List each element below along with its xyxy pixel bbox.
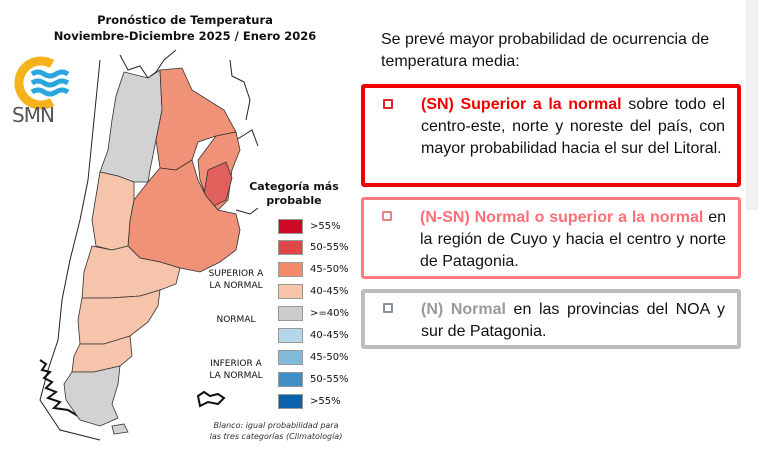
legend-group-inferior: INFERIOR A LA NORMAL	[196, 358, 276, 382]
region-patagonia-center	[77, 289, 161, 345]
legend-swatch	[278, 218, 303, 234]
category-description: en las provincias del NOA y sur de Patag…	[421, 301, 726, 340]
summary-box-text: (N-SN) Normal o superior a la normal en …	[420, 207, 726, 273]
summary-box-text: (SN) Superior a la normal sobre todo el …	[421, 94, 725, 160]
legend-swatch	[278, 371, 303, 387]
legend-swatch	[278, 283, 303, 299]
summary-box-text: (N) Normal en las provincias del NOA y s…	[421, 299, 725, 343]
legend-swatch	[278, 305, 303, 321]
legend-label: 40-45%	[310, 329, 349, 341]
forecast-map-panel: Pronóstico de Temperatura Noviembre-Dici…	[0, 0, 362, 460]
legend-title-line1: Categoría más	[249, 180, 339, 193]
legend-label: 50-55%	[310, 241, 349, 253]
legend-swatch	[278, 349, 303, 365]
argentina-forecast-map	[39, 49, 259, 441]
legend-swatch	[278, 327, 303, 343]
summary-box-normal-or-superior: (N-SN) Normal o superior a la normal en …	[361, 197, 741, 279]
malvinas-outline	[196, 390, 226, 408]
legend-swatch	[278, 261, 303, 277]
legend-item: >=40%	[278, 304, 349, 322]
side-scroll-strip	[746, 0, 758, 210]
smn-logo-icon	[14, 56, 70, 110]
legend-group-inferior-line1: INFERIOR A	[210, 359, 262, 369]
category-description: en la región de Cuyo y hacia el centro y…	[420, 209, 727, 270]
legend-item: 45-50%	[278, 260, 349, 278]
checkbox-bullet-icon	[383, 99, 393, 109]
legend-swatch	[278, 239, 303, 255]
legend-item: 50-55%	[278, 370, 349, 388]
legend-item: 45-50%	[278, 348, 349, 366]
legend-group-normal: NORMAL	[196, 314, 276, 326]
category-highlight: (N) Normal	[421, 301, 506, 318]
region-cuyo	[91, 171, 135, 251]
legend-group-inferior-line2: LA NORMAL	[209, 371, 263, 381]
checkbox-bullet-icon	[382, 211, 392, 221]
checkbox-bullet-icon	[383, 303, 393, 313]
map-title-line1: Pronóstico de Temperatura	[97, 13, 273, 27]
legend-item: 40-45%	[278, 326, 349, 344]
legend-note-line2: las tres categorías (Climatología)	[209, 432, 343, 441]
category-description: sobre todo el centro-este, norte y nores…	[421, 96, 726, 157]
legend-title: Categoría más probable	[244, 180, 344, 208]
region-noa-normal	[99, 69, 163, 183]
legend-label: 50-55%	[310, 373, 349, 385]
legend-group-normal-line1: NORMAL	[216, 315, 256, 325]
legend-item: 50-55%	[278, 238, 349, 256]
legend-swatch	[278, 393, 303, 409]
category-highlight: (N-SN) Normal o superior a la normal	[420, 209, 704, 226]
legend-group-superior-line1: SUPERIOR A	[208, 269, 264, 279]
map-title: Pronóstico de Temperatura Noviembre-Dici…	[20, 12, 350, 44]
legend-note: Blanco: igual probabilidad para las tres…	[190, 420, 362, 442]
legend-label: 45-50%	[310, 263, 349, 275]
legend-label: 40-45%	[310, 285, 349, 297]
map-title-line2: Noviembre-Diciembre 2025 / Enero 2026	[53, 29, 317, 43]
legend-label: >55%	[310, 220, 341, 232]
legend-group-superior: SUPERIOR A LA NORMAL	[196, 268, 276, 292]
region-north-superior	[155, 67, 237, 171]
summary-intro: Se prevé mayor probabilidad de ocurrenci…	[381, 31, 710, 70]
legend-item: >55%	[278, 217, 341, 235]
summary-box-superior: (SN) Superior a la normal sobre todo el …	[361, 84, 741, 187]
legend-group-superior-line2: LA NORMAL	[209, 281, 263, 291]
summary-box-normal: (N) Normal en las provincias del NOA y s…	[361, 289, 741, 349]
legend-item: 40-45%	[278, 282, 349, 300]
legend-title-line2: probable	[266, 194, 322, 207]
legend-label: 45-50%	[310, 351, 349, 363]
legend-label: >=40%	[310, 307, 349, 319]
smn-logo-text: SMN	[12, 103, 55, 127]
chile-outline	[39, 59, 101, 441]
region-patagonia-south-normal	[63, 365, 121, 427]
category-highlight: (SN) Superior a la normal	[421, 96, 622, 113]
legend-item: >55%	[278, 392, 341, 410]
legend-note-line1: Blanco: igual probabilidad para	[213, 421, 339, 430]
legend-label: >55%	[310, 395, 341, 407]
